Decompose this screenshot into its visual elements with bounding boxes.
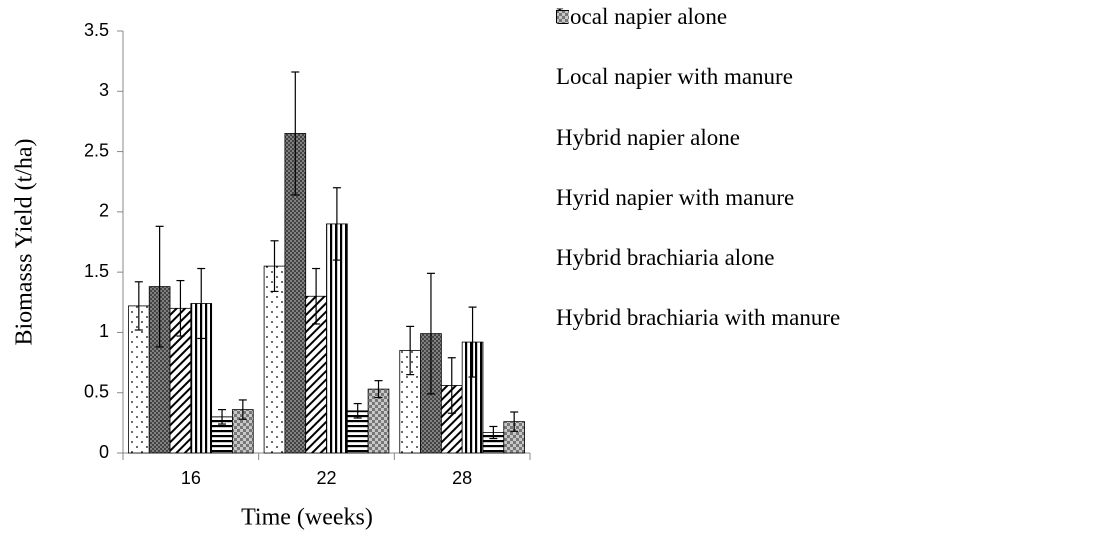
error-bar xyxy=(468,306,477,378)
legend-label: Local napier with manure xyxy=(556,64,793,90)
legend-label: Local napier alone xyxy=(556,4,728,29)
y-tick-label: 1.5 xyxy=(84,261,109,281)
error-bar xyxy=(197,267,206,340)
y-tick-label: 2 xyxy=(99,201,109,221)
error-bar xyxy=(291,71,300,196)
error-bar xyxy=(332,187,341,261)
legend-item: Hyrid napier with manure xyxy=(556,10,1117,245)
y-tick-label: 3 xyxy=(99,80,109,100)
bar xyxy=(263,265,286,454)
error-bar xyxy=(312,267,321,325)
legend-item: Local napier alone xyxy=(556,4,1117,64)
bar xyxy=(367,388,390,454)
y-axis-title: Biomasss Yield (t/ha) xyxy=(12,138,38,345)
x-axis-title: Time (weeks) xyxy=(241,505,373,531)
legend-label: Hyrid napier with manure xyxy=(556,184,795,210)
legend: Local napier alone Local napier with manu… xyxy=(556,4,1117,366)
error-bar xyxy=(155,225,164,348)
error-bar xyxy=(510,411,519,432)
error-bar xyxy=(374,380,383,399)
error-bar xyxy=(426,272,435,395)
y-tick-label: 0.5 xyxy=(84,381,109,401)
legend-label: Hybrid napier alone xyxy=(556,124,740,150)
legend-item: Hybrid brachiaria with manure xyxy=(556,10,1117,365)
error-bar xyxy=(238,399,247,420)
y-tick-label: 3.5 xyxy=(84,20,109,40)
legend-item: Hybrid brachiaria alone xyxy=(556,10,1117,305)
error-bar xyxy=(218,408,227,425)
error-bar xyxy=(176,279,185,337)
legend-swatch xyxy=(556,10,569,23)
x-tick-label: 22 xyxy=(316,468,336,488)
legend-item: Local napier with manure xyxy=(556,10,1117,124)
error-bar xyxy=(270,240,279,293)
legend-item: Hybrid napier alone xyxy=(556,10,1117,185)
error-bar xyxy=(489,425,498,440)
error-bar xyxy=(353,402,362,419)
chart: Time (weeks) Biomasss Yield (t/ha) 0 0.5 1… xyxy=(12,20,531,531)
y-tick-label: 1 xyxy=(99,321,109,341)
legend-label: Hybrid brachiaria alone xyxy=(556,245,775,271)
legend-label: Hybrid brachiaria with manure xyxy=(556,305,841,331)
error-bar xyxy=(406,325,415,376)
x-tick-label: 28 xyxy=(452,468,472,488)
y-tick-label: 0 xyxy=(99,442,109,462)
error-bar xyxy=(447,357,456,414)
x-tick-label: 16 xyxy=(181,468,201,488)
y-tick-label: 2.5 xyxy=(84,140,109,160)
error-bar xyxy=(134,281,143,331)
